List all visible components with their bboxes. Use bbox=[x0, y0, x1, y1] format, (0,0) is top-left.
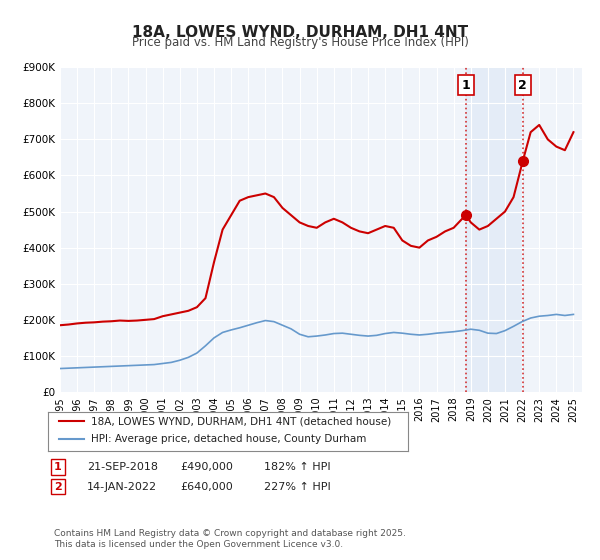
Text: 2: 2 bbox=[518, 79, 527, 92]
Text: £640,000: £640,000 bbox=[180, 482, 233, 492]
Text: 14-JAN-2022: 14-JAN-2022 bbox=[87, 482, 157, 492]
Text: Price paid vs. HM Land Registry's House Price Index (HPI): Price paid vs. HM Land Registry's House … bbox=[131, 36, 469, 49]
Text: 227% ↑ HPI: 227% ↑ HPI bbox=[264, 482, 331, 492]
Text: 1: 1 bbox=[461, 79, 470, 92]
Text: Contains HM Land Registry data © Crown copyright and database right 2025.
This d: Contains HM Land Registry data © Crown c… bbox=[54, 529, 406, 549]
Text: £490,000: £490,000 bbox=[180, 462, 233, 472]
Bar bbox=[466, 67, 523, 392]
Text: 18A, LOWES WYND, DURHAM, DH1 4NT: 18A, LOWES WYND, DURHAM, DH1 4NT bbox=[132, 25, 468, 40]
Text: 1: 1 bbox=[54, 462, 62, 472]
Text: 182% ↑ HPI: 182% ↑ HPI bbox=[264, 462, 331, 472]
Text: HPI: Average price, detached house, County Durham: HPI: Average price, detached house, Coun… bbox=[91, 434, 367, 444]
Text: 21-SEP-2018: 21-SEP-2018 bbox=[87, 462, 158, 472]
Text: 2: 2 bbox=[54, 482, 62, 492]
Text: 18A, LOWES WYND, DURHAM, DH1 4NT (detached house): 18A, LOWES WYND, DURHAM, DH1 4NT (detach… bbox=[91, 417, 391, 426]
